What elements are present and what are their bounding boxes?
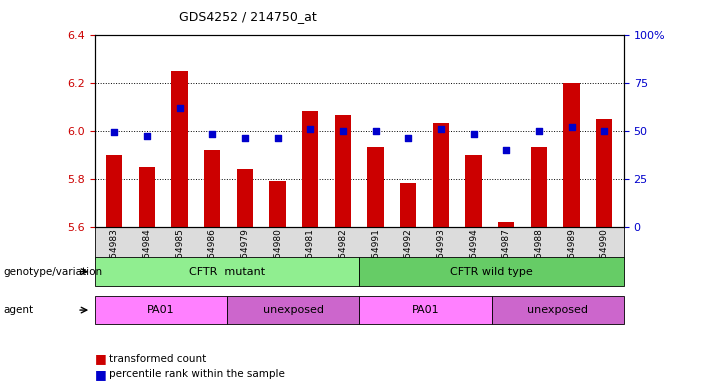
Bar: [139, 167, 155, 227]
Point: [533, 127, 545, 134]
Point: [337, 127, 348, 134]
Bar: [596, 119, 613, 227]
Text: transformed count: transformed count: [109, 354, 206, 364]
Bar: [335, 115, 351, 227]
Bar: [400, 183, 416, 227]
Point: [239, 135, 250, 141]
Point: [207, 131, 218, 137]
Bar: [237, 169, 253, 227]
Point: [142, 133, 153, 139]
Point: [272, 135, 283, 141]
Point: [109, 129, 120, 136]
Bar: [106, 154, 123, 227]
Point: [566, 124, 577, 130]
Point: [305, 126, 316, 132]
Bar: [498, 222, 515, 227]
Text: CFTR wild type: CFTR wild type: [450, 266, 533, 277]
Text: ■: ■: [95, 368, 107, 381]
Bar: [433, 123, 449, 227]
Text: ■: ■: [95, 353, 107, 366]
Point: [599, 127, 610, 134]
Point: [435, 126, 447, 132]
Text: PA01: PA01: [147, 305, 175, 315]
Text: unexposed: unexposed: [263, 305, 324, 315]
Point: [501, 147, 512, 153]
Point: [174, 104, 185, 111]
Bar: [302, 111, 318, 227]
Bar: [531, 147, 547, 227]
Text: genotype/variation: genotype/variation: [4, 266, 102, 277]
Text: PA01: PA01: [411, 305, 440, 315]
Bar: [465, 154, 482, 227]
Text: agent: agent: [4, 305, 34, 315]
Text: GDS4252 / 214750_at: GDS4252 / 214750_at: [179, 10, 317, 23]
Bar: [564, 83, 580, 227]
Point: [370, 127, 381, 134]
Bar: [204, 150, 220, 227]
Point: [468, 131, 479, 137]
Bar: [172, 71, 188, 227]
Bar: [367, 147, 383, 227]
Bar: [269, 181, 286, 227]
Text: CFTR  mutant: CFTR mutant: [189, 266, 265, 277]
Point: [402, 135, 414, 141]
Text: percentile rank within the sample: percentile rank within the sample: [109, 369, 285, 379]
Text: unexposed: unexposed: [527, 305, 588, 315]
